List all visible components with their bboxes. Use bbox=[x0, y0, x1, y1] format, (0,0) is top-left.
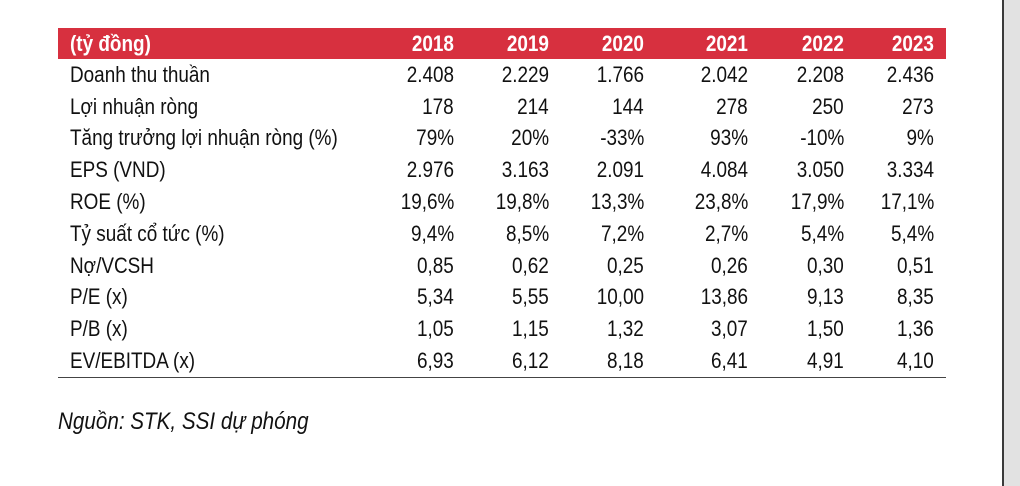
table-cell: 2,7% bbox=[704, 220, 748, 246]
table-cell: 1,50 bbox=[807, 316, 844, 342]
table-cell: 7,2% bbox=[600, 220, 644, 246]
table-cell: 1.766 bbox=[596, 61, 644, 87]
table-cell: 9,13 bbox=[807, 284, 844, 310]
table-row: P/E (x) 5,34 5,55 10,00 13,86 9,13 8,35 bbox=[58, 282, 946, 314]
year-header-2021: 2021 bbox=[656, 28, 760, 59]
financial-summary-table: (tỷ đồng) 2018 2019 2020 2021 2022 2023 … bbox=[58, 28, 946, 378]
table-cell: 8,5% bbox=[505, 220, 549, 246]
table-cell: -10% bbox=[799, 125, 844, 151]
table-cell: 5,55 bbox=[512, 284, 549, 310]
row-label: Lợi nhuận ròng bbox=[70, 93, 199, 119]
source-note: Nguồn: STK, SSI dự phóng bbox=[58, 408, 309, 435]
table-row: P/B (x) 1,05 1,15 1,32 3,07 1,50 1,36 bbox=[58, 313, 946, 345]
unit-header: (tỷ đồng) bbox=[58, 28, 376, 59]
table-cell: 2.091 bbox=[596, 157, 644, 183]
table-cell: 144 bbox=[612, 93, 644, 119]
table-cell: 6,41 bbox=[656, 345, 760, 378]
row-label: Tăng trưởng lợi nhuận ròng (%) bbox=[70, 125, 338, 151]
table-cell: 20% bbox=[511, 125, 549, 151]
table-cell: 178 bbox=[422, 93, 454, 119]
table-cell: 79% bbox=[416, 125, 454, 151]
table-cell: 1,32 bbox=[607, 316, 644, 342]
table-cell: 0,51 bbox=[897, 252, 934, 278]
table-cell: 2.042 bbox=[700, 61, 748, 87]
row-label: P/B (x) bbox=[70, 316, 128, 342]
table-row: ROE (%) 19,6% 19,8% 13,3% 23,8% 17,9% 17… bbox=[58, 186, 946, 218]
table-cell: 1,36 bbox=[897, 316, 934, 342]
table-cell: 250 bbox=[812, 93, 844, 119]
table-cell: 3,07 bbox=[711, 316, 748, 342]
table-cell: 273 bbox=[902, 93, 934, 119]
row-label: P/E (x) bbox=[70, 284, 128, 310]
table-cell: 0,30 bbox=[807, 252, 844, 278]
year-header-2018: 2018 bbox=[376, 28, 466, 59]
table-cell: 93% bbox=[710, 125, 748, 151]
year-header-2020: 2020 bbox=[561, 28, 656, 59]
table-cell: 2.436 bbox=[886, 61, 934, 87]
table-cell: 10,00 bbox=[596, 284, 644, 310]
table-cell: 13,86 bbox=[700, 284, 748, 310]
table-cell: 9% bbox=[906, 125, 934, 151]
table-header-row: (tỷ đồng) 2018 2019 2020 2021 2022 2023 bbox=[58, 28, 946, 59]
table-cell: 214 bbox=[517, 93, 549, 119]
table-cell: 19,8% bbox=[495, 189, 549, 215]
table-cell: 13,3% bbox=[590, 189, 644, 215]
table-cell: 0,26 bbox=[711, 252, 748, 278]
table-cell: 9,4% bbox=[410, 220, 454, 246]
row-label: Tỷ suất cổ tức (%) bbox=[70, 220, 225, 246]
table-row: Tỷ suất cổ tức (%) 9,4% 8,5% 7,2% 2,7% 5… bbox=[58, 218, 946, 250]
year-header-2022: 2022 bbox=[760, 28, 856, 59]
table-cell: 3.050 bbox=[796, 157, 844, 183]
row-label: ROE (%) bbox=[70, 189, 146, 215]
table-cell: 4.084 bbox=[700, 157, 748, 183]
table-cell: 2.408 bbox=[406, 61, 454, 87]
table-cell: 2.229 bbox=[501, 61, 549, 87]
table-row: EPS (VND) 2.976 3.163 2.091 4.084 3.050 … bbox=[58, 154, 946, 186]
table-cell: 3.334 bbox=[886, 157, 934, 183]
year-header-2019: 2019 bbox=[466, 28, 561, 59]
table-cell: 5,4% bbox=[890, 220, 934, 246]
table-row: Lợi nhuận ròng 178 214 144 278 250 273 bbox=[58, 91, 946, 123]
table-cell: 2.208 bbox=[796, 61, 844, 87]
row-label: Doanh thu thuần bbox=[70, 61, 210, 87]
table-cell: 5,4% bbox=[800, 220, 844, 246]
table-cell: 0,85 bbox=[417, 252, 454, 278]
table-cell: 4,10 bbox=[856, 345, 946, 378]
window-edge bbox=[1002, 0, 1020, 486]
row-label: EPS (VND) bbox=[70, 157, 166, 183]
table-cell: 278 bbox=[716, 93, 748, 119]
table-cell: 0,25 bbox=[607, 252, 644, 278]
table-cell: 2.976 bbox=[406, 157, 454, 183]
year-header-2023: 2023 bbox=[856, 28, 946, 59]
table-row: Doanh thu thuần 2.408 2.229 1.766 2.042 … bbox=[58, 59, 946, 91]
table-cell: 1,15 bbox=[512, 316, 549, 342]
table-cell: 8,18 bbox=[561, 345, 656, 378]
table-cell: 4,91 bbox=[760, 345, 856, 378]
table-row: Tăng trưởng lợi nhuận ròng (%) 79% 20% -… bbox=[58, 123, 946, 155]
table-cell: 5,34 bbox=[417, 284, 454, 310]
table-row: Nợ/VCSH 0,85 0,62 0,25 0,26 0,30 0,51 bbox=[58, 250, 946, 282]
table-cell: 19,6% bbox=[400, 189, 454, 215]
table-cell: 23,8% bbox=[694, 189, 748, 215]
table-cell: 6,12 bbox=[466, 345, 561, 378]
table-cell: 17,9% bbox=[790, 189, 844, 215]
table-cell: -33% bbox=[599, 125, 644, 151]
table-cell: 17,1% bbox=[880, 189, 934, 215]
row-label: Nợ/VCSH bbox=[70, 252, 154, 278]
table-row: EV/EBITDA (x) 6,93 6,12 8,18 6,41 4,91 4… bbox=[58, 345, 946, 378]
table-cell: 1,05 bbox=[417, 316, 454, 342]
row-label: EV/EBITDA (x) bbox=[58, 345, 376, 378]
table-cell: 8,35 bbox=[897, 284, 934, 310]
table-cell: 3.163 bbox=[501, 157, 549, 183]
table-cell: 0,62 bbox=[512, 252, 549, 278]
table-cell: 6,93 bbox=[376, 345, 466, 378]
